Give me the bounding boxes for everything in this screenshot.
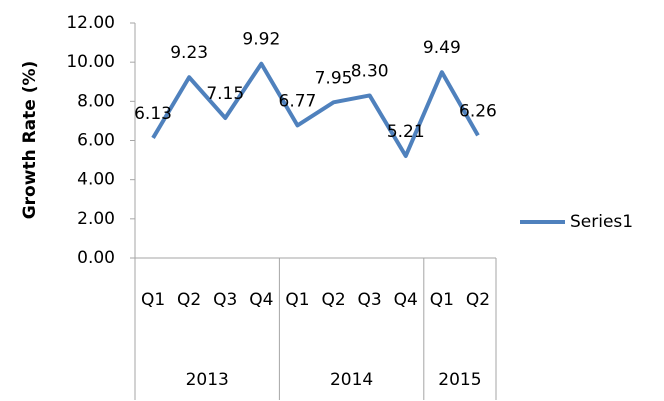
x-tick-label: Q3 <box>213 290 237 310</box>
x-tick-label: Q1 <box>430 290 454 310</box>
data-label: 7.15 <box>206 84 244 104</box>
y-tick-label: 2.00 <box>77 209 115 229</box>
y-axis-title: Growth Rate (%) <box>20 61 40 220</box>
y-tick-label: 6.00 <box>77 131 115 151</box>
y-tick-label: 0.00 <box>77 248 115 268</box>
group-label: 2014 <box>330 370 373 390</box>
group-label: 2013 <box>186 370 229 390</box>
data-label: 5.21 <box>387 122 425 142</box>
data-label: 6.26 <box>459 101 497 121</box>
data-label: 9.23 <box>170 43 208 63</box>
data-label: 7.95 <box>315 68 353 88</box>
data-label: 8.30 <box>351 61 389 81</box>
x-tick-label: Q1 <box>285 290 309 310</box>
data-label: 9.49 <box>423 38 461 58</box>
series-line <box>151 61 480 158</box>
x-tick-label: Q2 <box>177 290 201 310</box>
x-tick-label: Q4 <box>249 290 273 310</box>
x-tick-label: Q4 <box>394 290 418 310</box>
data-label: 6.13 <box>134 104 172 124</box>
legend-label: Series1 <box>570 212 633 232</box>
y-tick-label: 12.00 <box>66 13 115 33</box>
y-tick-label: 10.00 <box>66 52 115 72</box>
group-label: 2015 <box>438 370 481 390</box>
data-label: 6.77 <box>279 91 317 111</box>
y-tick-label: 4.00 <box>77 170 115 190</box>
x-tick-label: Q1 <box>141 290 165 310</box>
x-tick-label: Q3 <box>358 290 382 310</box>
data-label: 9.92 <box>242 30 280 50</box>
x-tick-label: Q2 <box>321 290 345 310</box>
x-tick-label: Q2 <box>466 290 490 310</box>
y-tick-label: 8.00 <box>77 91 115 111</box>
